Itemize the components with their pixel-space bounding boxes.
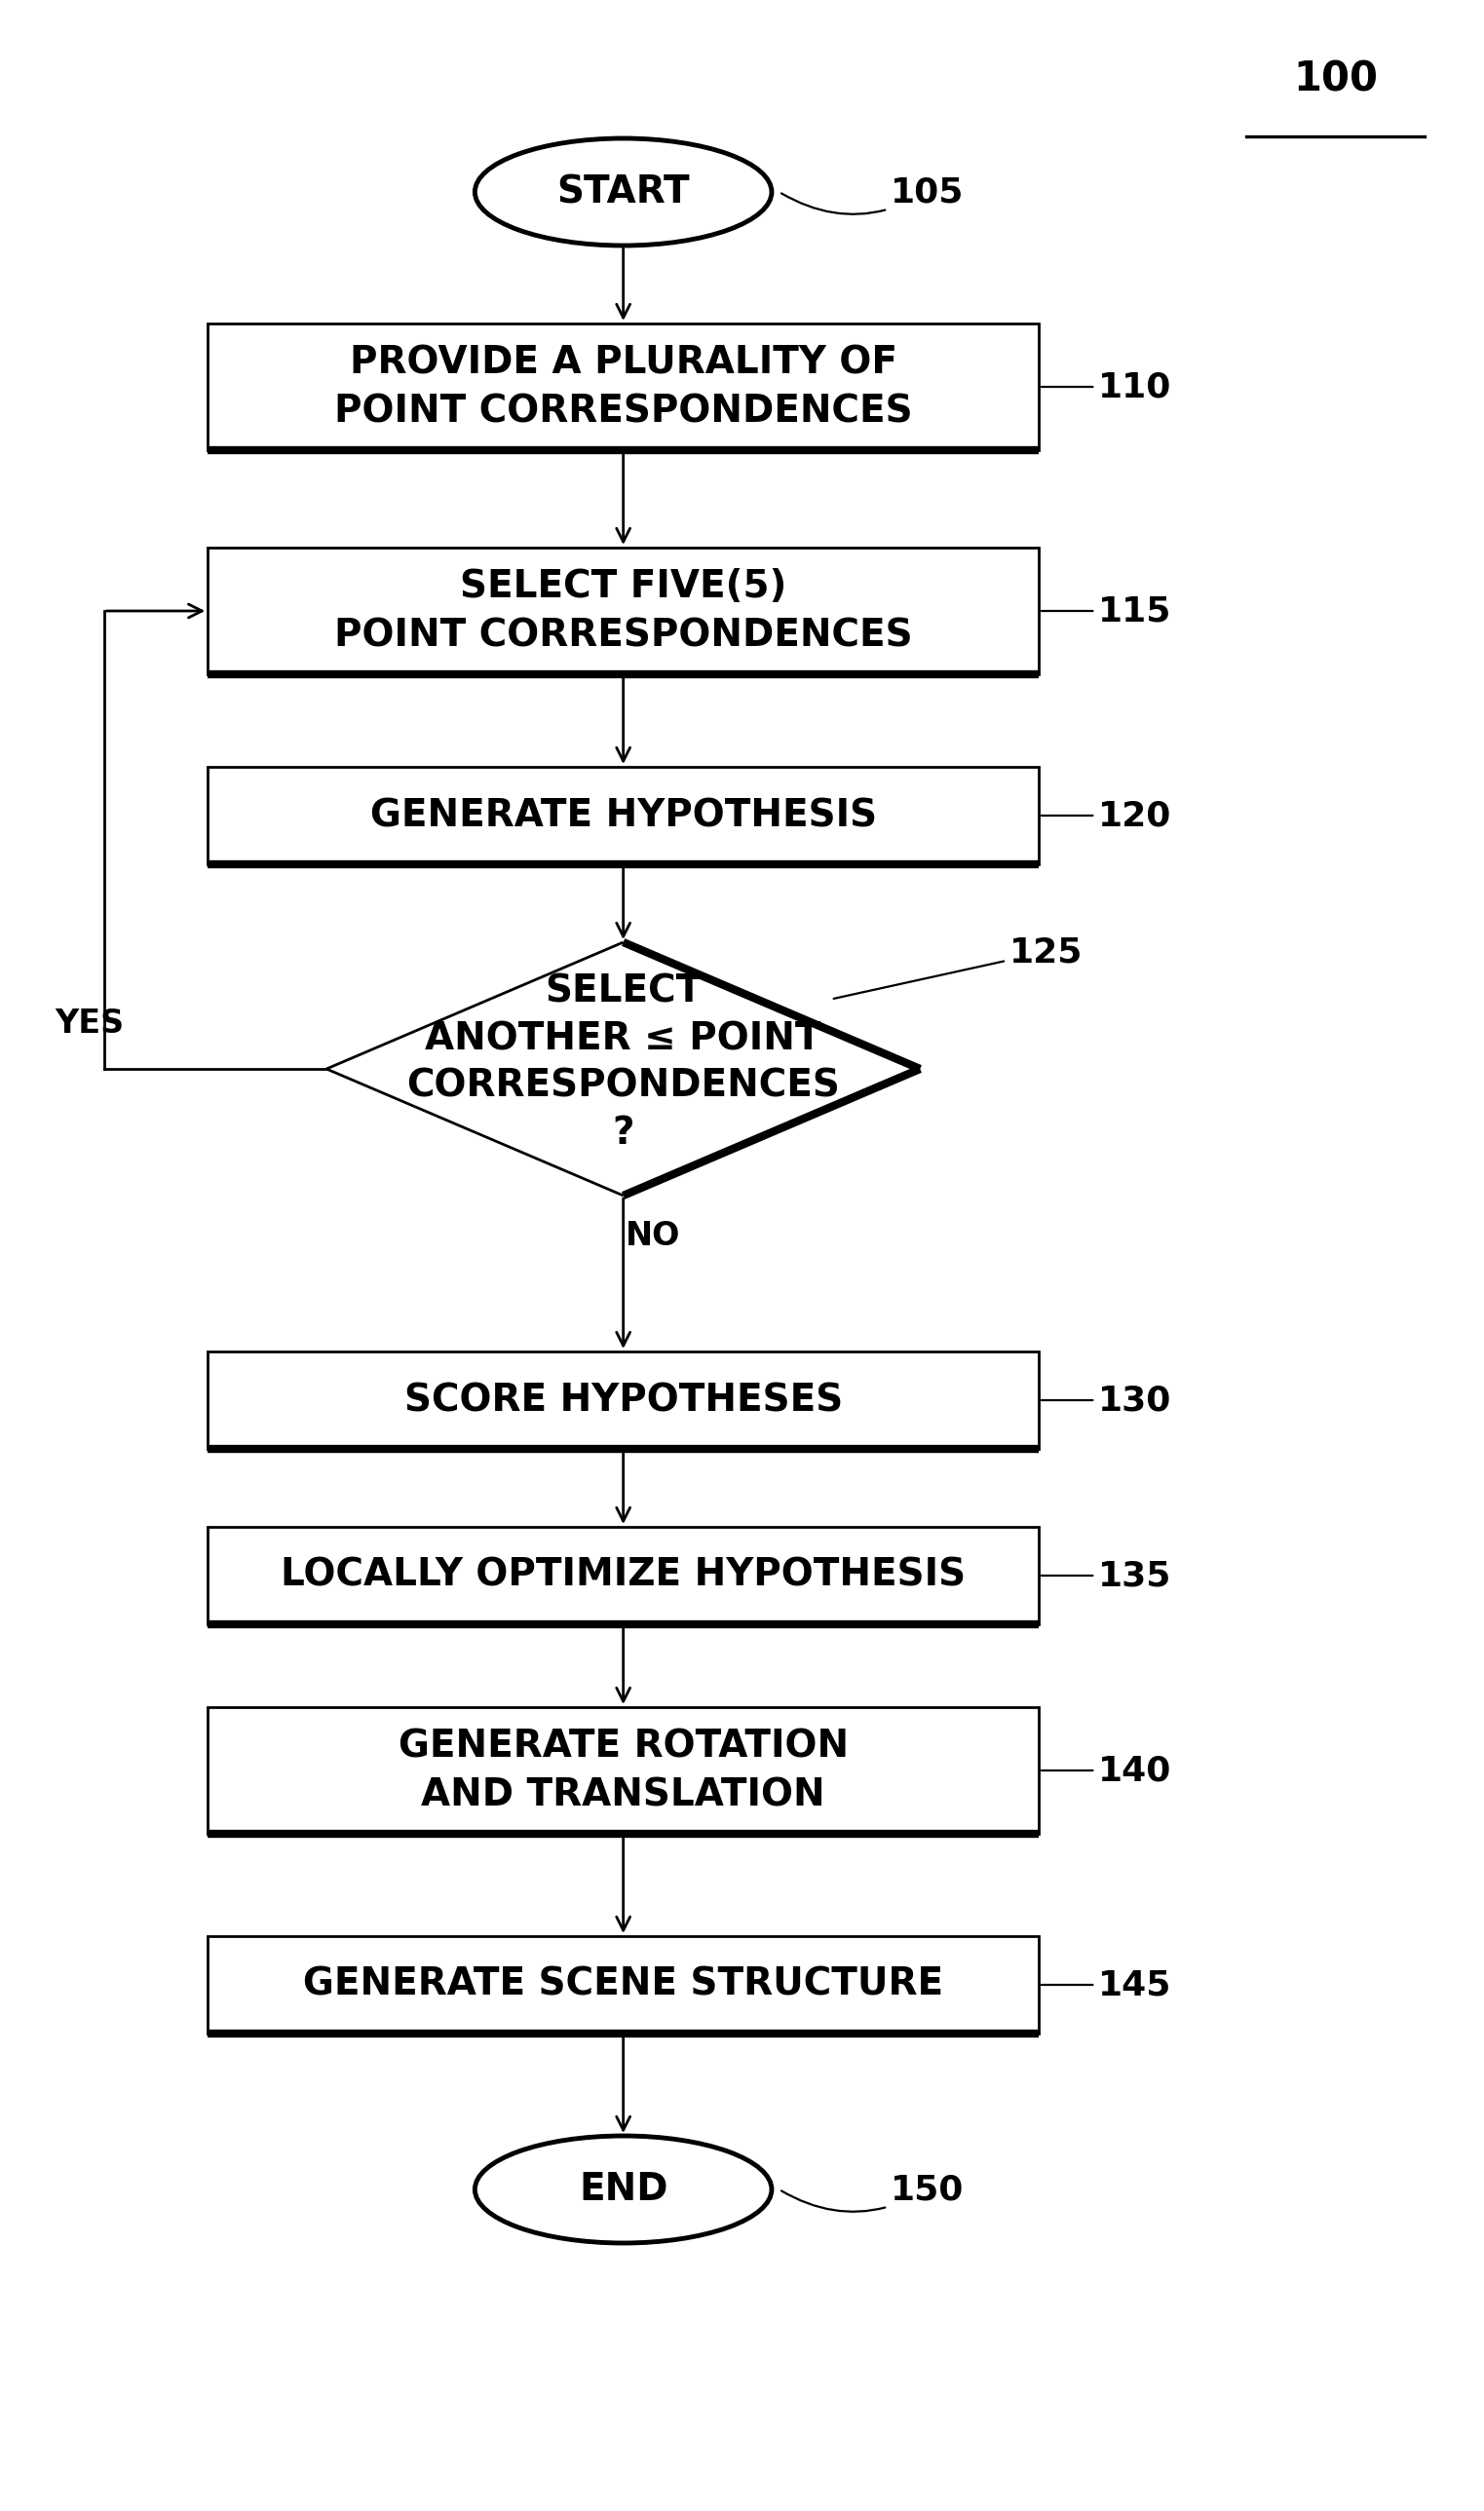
Text: 125: 125 (834, 937, 1082, 999)
Text: PROVIDE A PLURALITY OF
POINT CORRESPONDENCES: PROVIDE A PLURALITY OF POINT CORRESPONDE… (334, 344, 913, 429)
Text: 150: 150 (782, 2172, 963, 2212)
Text: 145: 145 (1042, 1969, 1171, 2001)
FancyBboxPatch shape (208, 1527, 1039, 1625)
Ellipse shape (475, 2137, 772, 2242)
FancyBboxPatch shape (208, 766, 1039, 864)
Text: 130: 130 (1042, 1384, 1171, 1416)
Text: START: START (556, 173, 690, 211)
Text: 120: 120 (1042, 798, 1171, 831)
Text: SELECT
ANOTHER ≤ POINT
CORRESPONDENCES
?: SELECT ANOTHER ≤ POINT CORRESPONDENCES ? (407, 974, 840, 1153)
Text: GENERATE HYPOTHESIS: GENERATE HYPOTHESIS (370, 796, 877, 834)
Text: 115: 115 (1042, 595, 1171, 628)
FancyBboxPatch shape (208, 324, 1039, 449)
Text: 105: 105 (782, 176, 963, 213)
Text: GENERATE ROTATION
AND TRANSLATION: GENERATE ROTATION AND TRANSLATION (398, 1728, 849, 1813)
Text: 110: 110 (1042, 369, 1171, 404)
Ellipse shape (475, 138, 772, 246)
Text: GENERATE SCENE STRUCTURE: GENERATE SCENE STRUCTURE (303, 1966, 944, 2004)
FancyBboxPatch shape (208, 1351, 1039, 1449)
Text: 135: 135 (1042, 1559, 1171, 1592)
Text: SCORE HYPOTHESES: SCORE HYPOTHESES (404, 1381, 843, 1419)
Text: 140: 140 (1042, 1753, 1171, 1788)
Text: END: END (579, 2172, 668, 2207)
FancyBboxPatch shape (208, 547, 1039, 675)
Text: YES: YES (55, 1007, 123, 1040)
FancyBboxPatch shape (208, 1707, 1039, 1833)
Text: SELECT FIVE(5)
POINT CORRESPONDENCES: SELECT FIVE(5) POINT CORRESPONDENCES (334, 567, 913, 653)
Text: 100: 100 (1293, 58, 1379, 100)
FancyBboxPatch shape (208, 1936, 1039, 2034)
Text: NO: NO (625, 1220, 681, 1253)
Text: LOCALLY OPTIMIZE HYPOTHESIS: LOCALLY OPTIMIZE HYPOTHESIS (280, 1557, 966, 1594)
